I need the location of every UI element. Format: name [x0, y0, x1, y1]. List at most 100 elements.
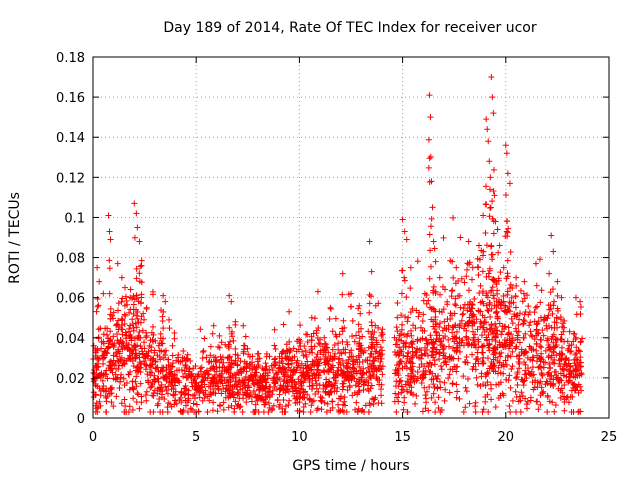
- data-point: [226, 324, 233, 331]
- data-point: [504, 352, 511, 359]
- data-point: [394, 328, 401, 335]
- data-point: [441, 318, 448, 325]
- data-point: [133, 324, 140, 331]
- data-point: [442, 386, 449, 393]
- data-point: [96, 372, 103, 379]
- data-point: [506, 341, 513, 348]
- data-point: [532, 304, 539, 311]
- data-point: [475, 360, 482, 367]
- data-point: [362, 402, 369, 409]
- data-point: [537, 299, 544, 306]
- data-point: [259, 373, 266, 380]
- data-point: [109, 361, 116, 368]
- data-point: [162, 384, 169, 391]
- data-point: [425, 363, 432, 370]
- data-point: [152, 377, 159, 384]
- data-point: [414, 258, 421, 265]
- data-point: [409, 354, 416, 361]
- data-point: [130, 363, 137, 370]
- data-point: [355, 343, 362, 350]
- data-point-peak: [453, 264, 460, 271]
- data-point: [287, 367, 294, 374]
- data-point: [443, 326, 450, 333]
- data-point: [185, 408, 192, 415]
- data-point: [286, 349, 293, 356]
- data-point: [171, 330, 178, 337]
- data-point: [449, 380, 456, 387]
- data-point: [117, 337, 124, 344]
- data-point: [326, 392, 333, 399]
- data-point: [427, 332, 434, 339]
- data-point: [471, 296, 478, 303]
- data-point: [524, 292, 531, 299]
- data-point: [427, 304, 434, 311]
- data-point: [117, 378, 124, 385]
- data-point: [573, 311, 580, 318]
- data-point: [339, 373, 346, 380]
- data-point-peak: [484, 126, 491, 133]
- data-point: [365, 408, 372, 415]
- data-point: [376, 362, 383, 369]
- data-point: [488, 242, 495, 249]
- data-point: [395, 391, 402, 398]
- data-point: [509, 340, 516, 347]
- data-point-peak: [491, 192, 498, 199]
- data-point: [172, 397, 179, 404]
- data-point: [92, 382, 99, 389]
- data-point: [488, 322, 495, 329]
- data-point: [115, 317, 122, 324]
- data-point: [577, 339, 584, 346]
- data-point: [521, 348, 528, 355]
- data-point: [513, 393, 520, 400]
- data-point: [482, 230, 489, 237]
- data-point: [141, 339, 148, 346]
- data-point: [138, 393, 145, 400]
- data-point-peak: [134, 224, 141, 231]
- data-point: [304, 339, 311, 346]
- data-point: [527, 328, 534, 335]
- data-point-peak: [339, 270, 346, 277]
- data-point-peak: [106, 228, 113, 235]
- data-point: [483, 302, 490, 309]
- data-point: [467, 308, 474, 315]
- data-point: [113, 331, 120, 338]
- data-point: [480, 300, 487, 307]
- data-point: [527, 319, 534, 326]
- data-point: [436, 378, 443, 385]
- data-point: [100, 352, 107, 359]
- data-point: [491, 302, 498, 309]
- data-point-peak: [457, 234, 464, 241]
- data-point: [529, 364, 536, 371]
- data-point: [496, 350, 503, 357]
- data-point: [476, 289, 483, 296]
- data-point: [547, 305, 554, 312]
- data-point: [254, 397, 261, 404]
- data-point: [424, 341, 431, 348]
- data-point: [271, 361, 278, 368]
- data-point: [235, 370, 242, 377]
- data-point: [394, 300, 401, 307]
- data-point: [484, 355, 491, 362]
- data-point: [247, 389, 254, 396]
- data-point: [464, 301, 471, 308]
- data-point: [537, 401, 544, 408]
- data-point: [106, 290, 113, 297]
- data-point: [123, 340, 130, 347]
- data-point-peak: [209, 330, 216, 337]
- data-point: [244, 345, 251, 352]
- data-point: [405, 350, 412, 357]
- data-point: [558, 356, 565, 363]
- data-point: [200, 348, 207, 355]
- data-point: [413, 377, 420, 384]
- data-point: [452, 295, 459, 302]
- y-tick-label: 0.18: [56, 51, 85, 66]
- data-point: [462, 384, 469, 391]
- data-point-peak: [494, 226, 501, 233]
- data-point: [505, 377, 512, 384]
- data-point: [456, 395, 463, 402]
- data-point: [370, 358, 377, 365]
- data-point: [367, 372, 374, 379]
- data-point: [187, 372, 194, 379]
- data-point: [321, 347, 328, 354]
- data-point: [453, 344, 460, 351]
